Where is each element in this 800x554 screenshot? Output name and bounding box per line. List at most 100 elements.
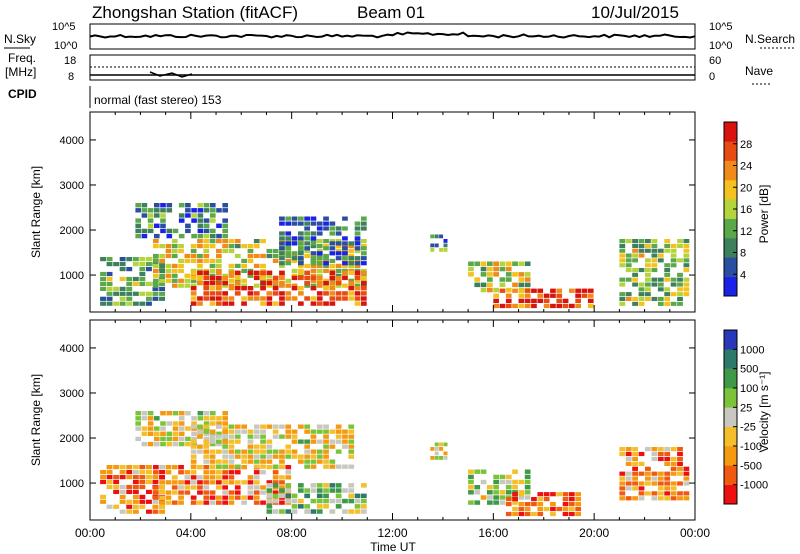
echo-cell	[354, 509, 361, 514]
echo-cell	[166, 228, 173, 234]
echo-cell	[543, 293, 550, 298]
echo-cell	[209, 449, 216, 454]
echo-cell	[185, 436, 191, 442]
echo-cell	[209, 495, 216, 500]
echo-cell	[216, 416, 222, 421]
echo-cell	[505, 474, 512, 480]
echo-cell	[291, 493, 298, 499]
y-tick-label: 4000	[60, 343, 84, 355]
echo-cell	[132, 257, 139, 262]
echo-cell	[632, 476, 638, 481]
echo-cell	[468, 272, 474, 277]
echo-cell	[119, 291, 126, 296]
echo-cell	[657, 287, 664, 292]
echo-cell	[298, 488, 304, 493]
echo-cell	[216, 485, 222, 490]
echo-cell	[285, 244, 292, 249]
echo-cell	[575, 303, 581, 309]
echo-cell	[165, 253, 172, 259]
echo-cell	[310, 509, 317, 514]
echo-cell	[361, 278, 367, 283]
echo-cell	[266, 248, 273, 254]
echo-cell	[677, 243, 683, 248]
echo-cell	[197, 228, 204, 234]
echo-cell	[132, 509, 139, 514]
echo-cell	[619, 491, 626, 496]
echo-cell	[171, 465, 178, 470]
echo-cell	[253, 485, 260, 490]
echo-cell	[329, 464, 336, 469]
echo-cell	[670, 248, 677, 253]
echo-cell	[524, 474, 531, 480]
echo-cell	[562, 511, 569, 517]
echo-cell	[178, 411, 185, 416]
echo-cell	[234, 454, 241, 459]
echo-cell	[348, 434, 355, 439]
echo-cell	[197, 233, 204, 239]
echo-cell	[316, 283, 323, 288]
echo-cell	[171, 490, 178, 495]
echo-cell	[651, 296, 658, 301]
x-tick-label: 00:00	[680, 526, 710, 540]
echo-cell	[272, 493, 279, 499]
echo-cell	[562, 506, 569, 512]
echo-cell	[139, 484, 146, 490]
echo-cell	[335, 464, 342, 469]
echo-cell	[272, 480, 279, 485]
echo-cell	[279, 454, 285, 459]
echo-cell	[361, 256, 367, 261]
echo-cell	[279, 459, 285, 464]
echo-cell	[310, 261, 317, 266]
echo-cell	[335, 231, 342, 236]
freq-tick-low: 8	[68, 71, 74, 83]
echo-cell	[126, 509, 133, 514]
echo-cell	[683, 471, 690, 476]
echo-cell	[348, 296, 355, 301]
echo-cell	[335, 226, 342, 231]
echo-cell	[228, 424, 235, 429]
echo-cell	[310, 239, 317, 244]
echo-cell	[106, 276, 113, 282]
echo-cell	[657, 471, 664, 476]
echo-cell	[329, 286, 336, 291]
freq-label: Freq.	[8, 51, 36, 65]
echo-cell	[216, 223, 222, 228]
echo-cell	[651, 471, 658, 476]
echo-cell	[524, 272, 531, 277]
echo-cell	[253, 495, 260, 500]
echo-cell	[670, 491, 677, 496]
echo-cell	[323, 493, 329, 499]
echo-cell	[677, 481, 683, 486]
echo-cell	[159, 475, 165, 480]
echo-cell	[348, 253, 355, 259]
echo-cell	[106, 296, 113, 301]
echo-cell	[203, 296, 210, 301]
echo-cell	[638, 461, 645, 466]
echo-cell	[316, 244, 323, 249]
echo-cell	[361, 251, 367, 256]
echo-cell	[581, 288, 588, 293]
echo-cell	[291, 434, 298, 439]
echo-cell	[677, 466, 683, 471]
echo-cell	[171, 500, 178, 505]
echo-cell	[323, 239, 329, 244]
echo-cell	[113, 301, 120, 306]
echo-cell	[203, 500, 210, 505]
power-ylabel: Slant Range [km]	[29, 166, 43, 258]
echo-cell	[241, 278, 247, 283]
echo-cell	[106, 475, 113, 480]
echo-cell	[524, 288, 531, 293]
echo-cell	[543, 303, 550, 309]
echo-cell	[216, 475, 222, 480]
echo-cell	[100, 257, 106, 262]
echo-cell	[159, 273, 165, 278]
echo-cell	[253, 500, 260, 505]
echo-cell	[434, 451, 439, 456]
echo-cell	[197, 449, 203, 454]
echo-cell	[141, 208, 148, 213]
echo-cell	[493, 495, 499, 500]
echo-cell	[135, 218, 141, 223]
echo-cell	[316, 449, 323, 454]
colorbar-segment	[724, 407, 737, 427]
nave-label: Nave	[745, 64, 773, 78]
